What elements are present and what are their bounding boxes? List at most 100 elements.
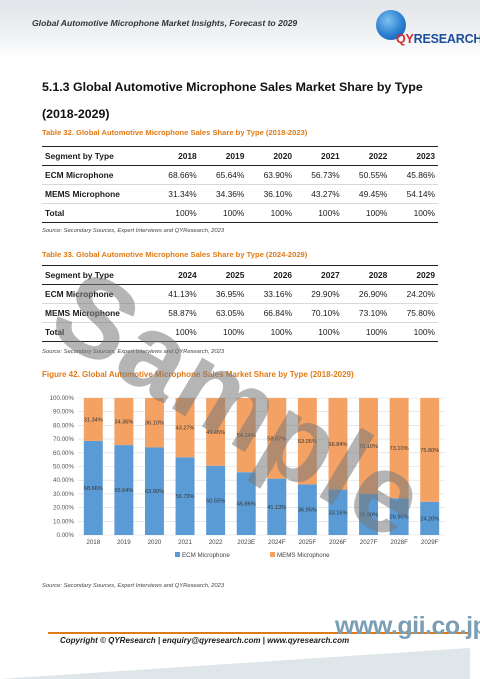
header-segment: Segment by Type bbox=[42, 146, 153, 166]
bar-segment bbox=[144, 398, 164, 448]
stacked-bar-chart: 0.00% 10.00% 20.00% 30.00% 40.00% 50.00% 60.00… bbox=[50, 395, 445, 559]
table-header-row: Segment by Type 2018 2019 2020 2021 2022 2023 bbox=[42, 146, 438, 166]
y-tick-label: 90.00% bbox=[53, 409, 74, 416]
table-cell: 100% bbox=[390, 322, 438, 342]
table32: Segment by Type 2018 2019 2020 2021 2022 2023 E… bbox=[42, 146, 438, 223]
x-tick-label: 2019 bbox=[117, 539, 131, 546]
bar-segment bbox=[175, 457, 195, 535]
row-label: MEMS Microphone bbox=[42, 184, 153, 204]
table-cell: 63.90% bbox=[247, 165, 296, 185]
bar-data-label: 49.45% bbox=[206, 430, 225, 436]
globe-icon bbox=[376, 10, 406, 40]
y-tick-label: 20.00% bbox=[53, 505, 74, 512]
bar-segment bbox=[236, 472, 256, 535]
bar-data-label: 50.55% bbox=[206, 498, 225, 504]
x-tick-label: 2029F bbox=[421, 539, 439, 546]
bar-data-label: 34.36% bbox=[114, 420, 133, 426]
bar-data-label: 36.95% bbox=[298, 508, 317, 514]
header-year: 2026 bbox=[247, 265, 296, 285]
table-cell: 100% bbox=[199, 322, 248, 342]
bar-segment bbox=[236, 398, 256, 473]
table-cell: 100% bbox=[199, 203, 248, 223]
header-year: 2029 bbox=[390, 265, 438, 285]
table33-caption: Table 33. Global Automotive Microphone S… bbox=[42, 250, 308, 259]
bar-data-label: 63.90% bbox=[145, 489, 164, 495]
bar-segment bbox=[420, 398, 440, 502]
table-row: ECM Microphone 68.66% 65.64% 63.90% 56.73% 50… bbox=[42, 165, 438, 185]
table32-caption: Table 32. Global Automotive Microphone S… bbox=[42, 128, 308, 137]
table-cell: 45.86% bbox=[390, 165, 438, 185]
bar-data-label: 41.13% bbox=[267, 505, 286, 511]
table-cell: 68.66% bbox=[152, 165, 200, 185]
table-header-row: Segment by Type 2024 2025 2026 2027 2028 2029 bbox=[42, 265, 438, 285]
bar-data-label: 66.84% bbox=[328, 442, 347, 448]
table-cell: 65.64% bbox=[199, 165, 248, 185]
header-year: 2023 bbox=[390, 146, 438, 166]
table-cell: 33.16% bbox=[247, 284, 296, 304]
x-tick-label: 2021 bbox=[178, 539, 192, 546]
bar-data-label: 29.90% bbox=[359, 513, 378, 519]
header-year: 2019 bbox=[199, 146, 248, 166]
header-year: 2025 bbox=[199, 265, 248, 285]
bar-segment bbox=[389, 398, 409, 499]
legend-swatch bbox=[175, 552, 180, 557]
bar-data-label: 31.34% bbox=[84, 417, 103, 423]
header-year: 2028 bbox=[342, 265, 391, 285]
bar-segment bbox=[389, 498, 409, 535]
bar-segment bbox=[144, 447, 164, 535]
table-row: Total 100% 100% 100% 100% 100% 100% bbox=[42, 203, 438, 223]
y-tick-label: 40.00% bbox=[53, 477, 74, 484]
row-label: ECM Microphone bbox=[42, 284, 153, 304]
table-cell: 100% bbox=[342, 203, 391, 223]
row-label: Total bbox=[42, 322, 153, 342]
table-cell: 26.90% bbox=[342, 284, 391, 304]
logo-text: QYRESEARCH bbox=[396, 32, 480, 46]
table-cell: 100% bbox=[152, 203, 200, 223]
bar-segment bbox=[420, 501, 440, 535]
gii-logo: www.gii.co.jp bbox=[335, 612, 480, 640]
table-cell: 100% bbox=[342, 322, 391, 342]
table-cell: 100% bbox=[247, 322, 296, 342]
table-cell: 100% bbox=[152, 322, 200, 342]
legend-label: MEMS Microphone bbox=[277, 552, 330, 559]
bar-segment bbox=[359, 494, 379, 535]
figure-source: Source: Secondary Sources, Expert Interv… bbox=[42, 583, 225, 589]
bar-segment bbox=[114, 445, 134, 535]
table-cell: 34.36% bbox=[199, 184, 248, 204]
bar-segment bbox=[206, 398, 226, 466]
y-tick-label: 100.00% bbox=[50, 395, 75, 402]
legend-swatch bbox=[270, 552, 275, 557]
header-segment: Segment by Type bbox=[42, 265, 153, 285]
bar-data-label: 73.10% bbox=[390, 446, 409, 452]
table-cell: 100% bbox=[390, 203, 438, 223]
table-cell: 50.55% bbox=[342, 165, 391, 185]
table-cell: 56.73% bbox=[295, 165, 343, 185]
bar-segment bbox=[267, 478, 287, 535]
header-year: 2018 bbox=[152, 146, 200, 166]
row-label: ECM Microphone bbox=[42, 165, 153, 185]
table-cell: 100% bbox=[247, 203, 296, 223]
figure-caption: Figure 42. Global Automotive Microphone … bbox=[42, 370, 354, 379]
header-year: 2021 bbox=[295, 146, 343, 166]
x-tick-label: 2024F bbox=[268, 539, 286, 546]
bar-segment bbox=[297, 484, 317, 535]
table-cell: 43.27% bbox=[295, 184, 343, 204]
bar-data-label: 56.73% bbox=[176, 494, 195, 500]
bar-segment bbox=[328, 489, 348, 535]
bar-data-label: 33.16% bbox=[328, 510, 347, 516]
x-tick-label: 2026F bbox=[329, 539, 347, 546]
table32-source: Source: Secondary Sources, Expert Interv… bbox=[42, 228, 225, 234]
bar-segment bbox=[328, 398, 348, 490]
y-tick-label: 0.00% bbox=[56, 532, 74, 539]
bar-data-label: 24.20% bbox=[420, 516, 439, 522]
y-tick-label: 30.00% bbox=[53, 491, 74, 498]
table-cell: 70.10% bbox=[295, 303, 343, 323]
footer-rule bbox=[48, 632, 468, 634]
table-cell: 54.14% bbox=[390, 184, 438, 204]
table33: Segment by Type 2024 2025 2026 2027 2028 2029 E… bbox=[42, 265, 438, 342]
x-tick-label: 2022 bbox=[209, 539, 223, 546]
footer-copyright: Copyright © QYResearch | enquiry@qyresea… bbox=[60, 636, 350, 645]
header-year: 2020 bbox=[247, 146, 296, 166]
bar-data-label: 54.14% bbox=[237, 433, 256, 439]
bar-segment bbox=[206, 465, 226, 535]
